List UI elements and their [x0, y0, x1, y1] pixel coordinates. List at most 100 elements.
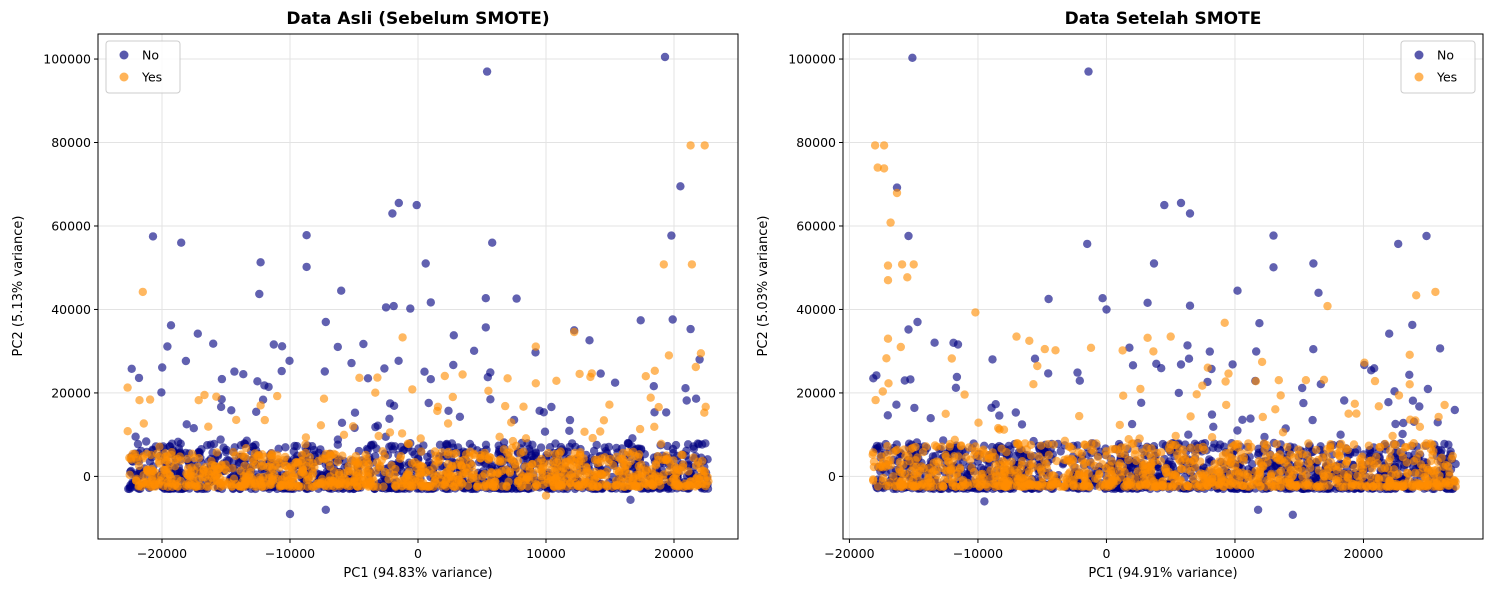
data-point [1298, 472, 1307, 481]
data-point [1060, 436, 1070, 445]
data-point [512, 294, 521, 303]
data-point [879, 141, 889, 150]
data-point [1442, 477, 1452, 486]
data-point [906, 375, 915, 384]
data-point [597, 470, 607, 479]
data-point [514, 476, 524, 485]
data-point [1209, 422, 1218, 431]
data-point [1386, 446, 1395, 455]
data-point [1196, 457, 1205, 466]
data-point [1233, 286, 1242, 295]
data-point [878, 387, 887, 396]
data-point [1355, 477, 1364, 486]
data-point [659, 260, 668, 269]
data-point [194, 396, 203, 405]
y-tick-label: 40000 [796, 302, 836, 317]
data-point [242, 468, 251, 478]
data-point [200, 390, 209, 400]
data-point [404, 467, 414, 476]
data-point [1115, 420, 1125, 430]
data-point [900, 469, 909, 479]
data-point [372, 458, 382, 467]
data-point [442, 439, 452, 449]
data-point [1036, 441, 1046, 450]
data-point [536, 443, 546, 452]
data-point [302, 231, 311, 240]
data-point [203, 476, 213, 485]
data-point [158, 363, 167, 372]
data-point [553, 472, 562, 481]
data-point [230, 367, 239, 376]
data-point [995, 411, 1004, 420]
data-point [879, 164, 889, 173]
y-tick-label: 0 [83, 469, 91, 484]
data-point [662, 408, 671, 417]
data-point [997, 444, 1006, 453]
data-point [589, 446, 599, 456]
data-point [1276, 391, 1285, 400]
data-point [522, 475, 531, 484]
data-point [266, 450, 275, 460]
data-point [941, 450, 950, 460]
data-point [695, 474, 704, 483]
data-point [1304, 439, 1313, 448]
data-point [641, 466, 651, 476]
data-point [654, 455, 663, 465]
data-point [1207, 433, 1217, 442]
data-point [873, 482, 883, 491]
data-point [1077, 449, 1087, 458]
x-ticks-left: −20000 −10000 0 10000 20000 [137, 539, 694, 561]
data-point [469, 346, 479, 355]
data-point [945, 442, 954, 451]
data-point [882, 354, 891, 363]
data-point [1151, 481, 1161, 491]
data-point [600, 443, 609, 452]
data-point [978, 476, 987, 486]
data-point [1312, 445, 1321, 455]
data-point [321, 317, 330, 327]
data-point [1234, 469, 1244, 478]
data-point [1440, 439, 1449, 449]
data-point [397, 429, 407, 438]
data-point [221, 447, 231, 457]
data-point [350, 408, 360, 417]
data-point [161, 456, 171, 465]
data-point [1336, 430, 1345, 439]
data-point [1244, 439, 1253, 448]
data-point [585, 336, 594, 345]
y-axis-label-left: PC2 (5.13% variance) [11, 216, 26, 357]
data-point [1084, 67, 1093, 76]
data-point [1044, 294, 1053, 304]
data-point [412, 200, 421, 210]
data-point [1323, 301, 1332, 311]
data-point [1224, 369, 1233, 378]
data-point [333, 342, 342, 352]
data-point [1198, 381, 1207, 390]
data-point [1341, 459, 1350, 469]
data-point [1343, 473, 1352, 482]
chart-title-right: Data Setelah SMOTE [1065, 9, 1262, 29]
data-point [681, 384, 690, 393]
data-point [268, 465, 277, 474]
data-point [869, 476, 878, 485]
data-point [142, 449, 151, 459]
data-point [618, 462, 627, 472]
data-point [1405, 380, 1414, 389]
x-tick-label: 0 [1102, 546, 1110, 561]
data-point [1168, 482, 1177, 491]
data-point [567, 481, 577, 490]
data-point [417, 447, 426, 456]
data-point [148, 232, 158, 241]
data-point [1394, 391, 1404, 400]
data-point [941, 409, 950, 418]
data-point [1415, 422, 1425, 431]
legend-label-yes: Yes [1436, 70, 1457, 85]
data-point [159, 465, 169, 475]
data-point [297, 450, 307, 460]
data-point [1194, 443, 1203, 453]
data-point [133, 439, 143, 449]
data-point [636, 316, 645, 325]
data-point [1194, 471, 1204, 480]
data-point [691, 461, 701, 470]
